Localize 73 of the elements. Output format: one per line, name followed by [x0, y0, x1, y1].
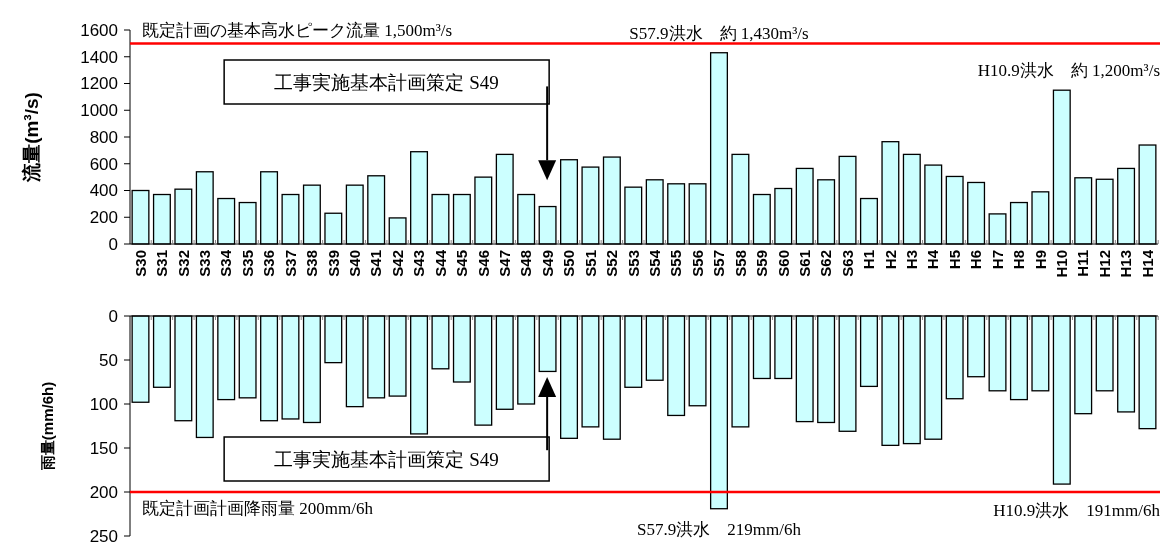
x-tick-label: S36 [260, 250, 278, 277]
x-tick-label: S44 [431, 249, 449, 277]
x-tick-label: H14 [1138, 249, 1156, 278]
x-tick-label: S62 [817, 250, 835, 277]
x-tick-label: S30 [131, 250, 149, 277]
x-tick-label: H6 [967, 250, 985, 270]
x-tick-label: S46 [474, 250, 492, 277]
y-tick-label: 1400 [80, 47, 118, 67]
x-tick-label: H11 [1074, 250, 1092, 277]
x-tick-label: S32 [174, 250, 192, 277]
x-tick-label: S37 [281, 250, 299, 277]
x-tick-label: H2 [881, 250, 899, 270]
x-tick-label: S40 [346, 250, 363, 277]
annotation: 工事実施基本計画策定 S49 [274, 71, 499, 93]
x-tick-label: S52 [603, 250, 621, 277]
x-tick-label: S57 [710, 250, 728, 277]
y-tick-label: 1000 [80, 101, 118, 121]
y-tick-label: 200 [89, 482, 118, 502]
x-tick-label: H9 [1031, 250, 1049, 270]
x-tick-label: S61 [795, 250, 813, 277]
y-tick-label: 1600 [80, 20, 118, 40]
annotation: H10.9洪水 約 1,200m³/s [977, 61, 1160, 81]
y-axis-title: 雨量(mm/6h) [39, 381, 56, 472]
annotation: 工事実施基本計画策定 S49 [274, 448, 499, 470]
x-tick-label: H5 [945, 250, 963, 270]
ref-line-label: 既定計画の基本高水ピーク流量 1,500m³/s [142, 21, 453, 41]
x-tick-label: H1 [860, 250, 878, 270]
x-tick-label: S33 [196, 250, 214, 277]
x-tick-label: S53 [624, 250, 642, 277]
x-tick-label: S58 [731, 250, 749, 277]
y-tick-label: 150 [89, 438, 118, 458]
y-tick-label: 1200 [80, 74, 118, 94]
x-tick-label: S43 [410, 250, 428, 277]
x-tick-label: S47 [495, 250, 513, 277]
x-tick-label: H4 [924, 249, 942, 270]
y-tick-label: 50 [99, 350, 118, 370]
y-tick-label: 0 [108, 234, 118, 254]
x-tick-label: S38 [303, 250, 321, 277]
x-tick-label: S35 [238, 250, 256, 277]
x-tick-label: S39 [324, 250, 342, 277]
x-tick-label: S55 [667, 250, 685, 277]
x-tick-label: S45 [453, 250, 471, 277]
x-tick-label: H13 [1117, 250, 1135, 278]
y-tick-label: 400 [89, 181, 118, 201]
y-tick-label: 800 [89, 127, 118, 147]
x-tick-label: S34 [217, 249, 235, 277]
x-tick-label: S63 [838, 250, 856, 277]
x-tick-label: H7 [988, 250, 1006, 270]
x-tick-label: S56 [688, 250, 706, 277]
y-tick-label: 200 [89, 208, 118, 228]
x-tick-label: H12 [1095, 250, 1113, 278]
annotation: H10.9洪水 191mm/6h [993, 501, 1161, 521]
y-axis-title: 流量(m³/s) [21, 92, 42, 183]
x-tick-label: S50 [560, 250, 578, 277]
x-tick-label: S48 [517, 250, 535, 277]
x-tick-label: S59 [753, 250, 771, 277]
x-tick-label: S60 [774, 250, 792, 277]
ref-line-label: 既定計画計画降雨量 200mm/6h [142, 499, 374, 518]
x-tick-label: S51 [581, 250, 599, 277]
x-tick-label: S31 [153, 250, 171, 277]
x-tick-label: H10 [1053, 250, 1071, 278]
y-tick-label: 600 [89, 154, 118, 174]
x-tick-label: S49 [538, 250, 556, 277]
y-tick-label: 0 [108, 306, 118, 326]
x-tick-label: S42 [388, 250, 406, 277]
y-tick-label: 250 [89, 526, 118, 546]
annotation: S57.9洪水 219mm/6h [637, 519, 802, 539]
x-tick-label: H8 [1010, 250, 1028, 270]
x-tick-label: S41 [367, 250, 385, 277]
annotation: S57.9洪水 約 1,430m³/s [629, 23, 809, 43]
x-tick-label: H3 [903, 250, 921, 270]
y-tick-label: 100 [89, 394, 118, 414]
x-tick-label: S54 [645, 249, 663, 277]
